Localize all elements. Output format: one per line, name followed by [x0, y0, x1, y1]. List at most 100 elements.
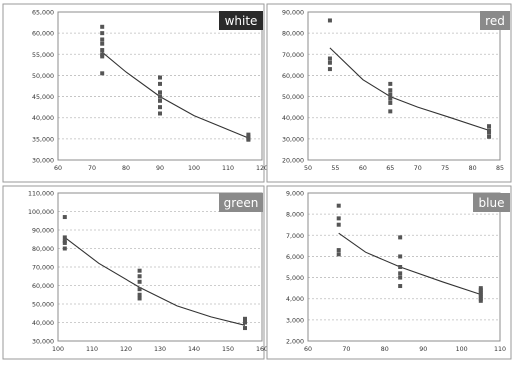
- data-point: [327, 60, 332, 65]
- y-tick-label: 3,000: [286, 317, 304, 324]
- x-tick-label: 70: [88, 165, 96, 172]
- plot-area: [307, 11, 501, 161]
- panel-label: green: [224, 196, 259, 210]
- y-tick-label: 7,000: [286, 233, 304, 240]
- y-tick-label: 70,000: [282, 52, 304, 59]
- data-point: [100, 54, 105, 59]
- data-point: [478, 298, 483, 303]
- y-tick-label: 100,000: [28, 209, 54, 216]
- y-tick-label: 70,000: [32, 265, 54, 272]
- data-point: [487, 130, 492, 135]
- panel-label-badge: [473, 193, 510, 212]
- y-tick-label: 50,000: [32, 302, 54, 309]
- x-tick-label: 100: [456, 346, 468, 353]
- y-tick-label: 20,000: [282, 158, 304, 165]
- x-tick-label: 150: [222, 346, 234, 353]
- data-point: [388, 96, 393, 101]
- x-tick-label: 140: [188, 346, 200, 353]
- data-point: [243, 320, 247, 325]
- panel-frame: [2, 3, 265, 183]
- data-point: [62, 246, 67, 251]
- trend-line: [64, 236, 246, 326]
- panel-label: white: [225, 14, 258, 28]
- plot-area: [57, 192, 263, 342]
- data-point: [487, 128, 492, 133]
- x-tick-label: 90: [156, 165, 164, 172]
- x-tick-label: 120: [256, 165, 268, 172]
- panel-label-badge: [480, 11, 510, 30]
- plot-area: [307, 192, 501, 342]
- data-point: [487, 124, 492, 129]
- data-point: [100, 71, 105, 76]
- panel-label: red: [485, 14, 505, 28]
- x-tick-label: 60: [54, 165, 62, 172]
- y-tick-label: 90,000: [32, 228, 54, 235]
- y-tick-label: 6,000: [286, 254, 304, 261]
- y-tick-label: 60,000: [32, 31, 54, 38]
- y-tick-label: 45,000: [32, 94, 54, 101]
- data-point: [388, 92, 393, 97]
- data-point: [137, 268, 142, 273]
- x-tick-label: 70: [342, 346, 350, 353]
- y-tick-label: 40,000: [32, 115, 54, 122]
- panel-white: 30,000 35,000 40,000 45,000 50,000 55,000 60,0…: [2, 3, 268, 183]
- data-point: [398, 235, 403, 240]
- y-tick-label: 80,000: [32, 246, 54, 253]
- data-point: [388, 109, 393, 114]
- data-point: [243, 316, 247, 321]
- y-tick-label: 110,000: [28, 191, 54, 198]
- y-tick-label: 30,000: [32, 158, 54, 165]
- y-tick-label: 30,000: [32, 339, 54, 346]
- data-point: [398, 284, 403, 289]
- plot-area: [57, 11, 263, 161]
- x-tick-label: 60: [304, 346, 312, 353]
- data-point: [137, 287, 142, 292]
- data-point: [336, 222, 341, 227]
- y-tick-label: 60,000: [282, 73, 304, 80]
- y-tick-label: 90,000: [282, 10, 304, 17]
- data-point: [158, 90, 162, 95]
- y-tick-label: 50,000: [32, 73, 54, 80]
- x-tick-label: 130: [154, 346, 166, 353]
- x-tick-label: 90: [419, 346, 427, 353]
- y-tick-label: 80,000: [282, 31, 304, 38]
- y-tick-label: 50,000: [282, 94, 304, 101]
- data-point: [336, 248, 341, 253]
- x-tick-label: 50: [304, 165, 312, 172]
- data-point: [336, 203, 341, 208]
- data-point: [158, 111, 162, 116]
- data-point: [62, 240, 67, 245]
- data-point: [100, 41, 105, 46]
- x-tick-label: 75: [441, 165, 449, 172]
- data-point: [478, 290, 483, 295]
- y-tick-label: 8,000: [286, 212, 304, 219]
- data-point: [62, 235, 67, 240]
- panel-label-badge: [219, 193, 263, 212]
- x-tick-label: 80: [381, 346, 389, 353]
- data-point: [100, 48, 105, 53]
- data-point: [336, 216, 341, 221]
- data-point: [158, 105, 162, 110]
- y-tick-label: 55,000: [32, 52, 54, 59]
- data-point: [137, 296, 142, 301]
- y-tick-label: 2,000: [286, 339, 304, 346]
- panel-label-badge: [219, 11, 263, 30]
- x-tick-label: 55: [331, 165, 339, 172]
- y-tick-label: 4,000: [286, 296, 304, 303]
- x-tick-label: 80: [122, 165, 130, 172]
- y-tick-label: 60,000: [32, 283, 54, 290]
- panel-frame: [2, 185, 265, 360]
- x-tick-label: 160: [256, 346, 268, 353]
- data-point: [398, 265, 403, 269]
- trend-line: [329, 47, 490, 131]
- panel-blue: 2,000 3,000 4,000 5,000 6,000 7,000 8,000 9,000…: [266, 185, 512, 360]
- data-point: [388, 88, 393, 93]
- x-tick-label: 65: [386, 165, 394, 172]
- data-point: [388, 81, 393, 86]
- y-tick-label: 40,000: [282, 115, 304, 122]
- data-point: [100, 52, 105, 57]
- y-tick-label: 40,000: [32, 320, 54, 327]
- data-point: [100, 37, 105, 42]
- data-point: [100, 31, 105, 36]
- x-tick-label: 120: [120, 346, 132, 353]
